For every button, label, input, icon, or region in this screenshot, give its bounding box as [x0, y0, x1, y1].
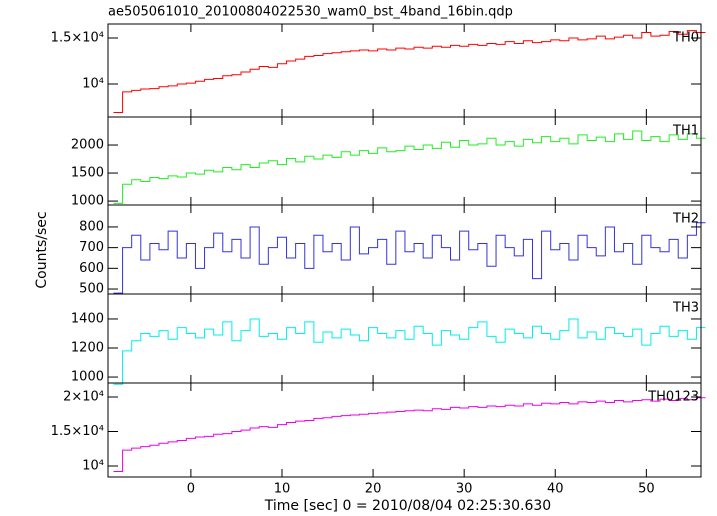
y-tick-label: 1.5×10⁴: [51, 30, 104, 45]
x-tick-label: 50: [638, 482, 655, 497]
y-tick-label: 1.5×10⁴: [51, 424, 104, 439]
panel-label: TH0123: [647, 390, 699, 405]
y-tick-label: 1200: [71, 341, 104, 356]
y-tick-label: 1400: [71, 311, 104, 326]
y-tick-label: 1000: [71, 370, 104, 385]
panel-label: TH2: [672, 212, 699, 227]
y-tick-label: 2000: [71, 138, 104, 153]
y-tick-label: 700: [79, 240, 104, 255]
x-tick-label: 0: [187, 482, 195, 497]
y-tick-label: 2×10⁴: [63, 390, 104, 405]
series-line: [113, 130, 706, 204]
panel-frame: [107, 23, 702, 118]
panel-label: TH0: [672, 31, 699, 46]
panel-frame: [107, 382, 702, 478]
series-line: [113, 397, 706, 473]
y-tick-label: 1000: [71, 194, 104, 209]
panel-frame: [107, 116, 702, 206]
panel-label: TH3: [672, 301, 699, 316]
series-line: [113, 222, 706, 294]
x-tick-label: 10: [274, 482, 291, 497]
x-tick-label: 30: [456, 482, 473, 497]
y-tick-label: 600: [79, 261, 104, 276]
series-line: [113, 30, 706, 114]
y-tick-label: 500: [79, 282, 104, 297]
y-tick-label: 800: [79, 219, 104, 234]
panel-label: TH1: [672, 124, 699, 139]
x-axis-label: Time [sec] 0 = 2010/08/04 02:25:30.630: [264, 498, 551, 514]
chart-title: ae505061010_20100804022530_wam0_bst_4ban…: [108, 5, 513, 20]
series-line: [113, 318, 706, 385]
y-tick-label: 1500: [71, 166, 104, 181]
y-tick-label: 10⁴: [82, 459, 104, 474]
y-axis-label: Counts/sec: [34, 211, 50, 288]
x-tick-label: 20: [365, 482, 382, 497]
x-tick-label: 40: [547, 482, 564, 497]
y-tick-label: 10⁴: [82, 76, 104, 91]
